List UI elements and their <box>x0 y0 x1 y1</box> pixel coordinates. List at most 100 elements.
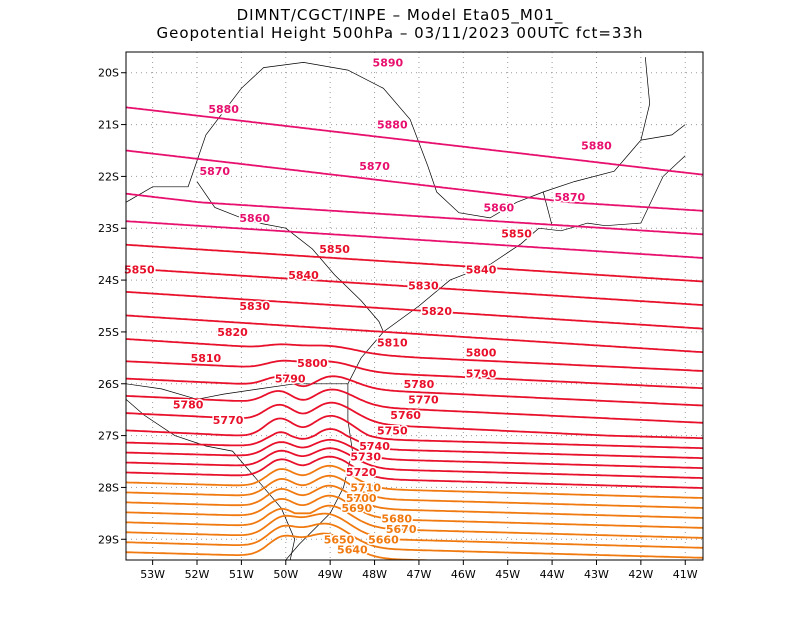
contour-label: 5880 <box>208 103 239 116</box>
y-tick-label: 29S <box>98 533 119 546</box>
x-axis: 53W 52W 51W 50W 49W 48W 47W 46W 45W 44W 43W 42W 41W <box>140 560 698 581</box>
contour-label: 5850 <box>319 243 350 256</box>
contour-label: 5860 <box>484 202 515 215</box>
contour-label: 5770 <box>213 414 244 427</box>
coastline-path <box>196 181 260 224</box>
contour-line-5820 <box>126 314 703 354</box>
contour-line-5720 <box>126 455 703 489</box>
coastline-path <box>542 191 553 226</box>
y-tick-label: 22S <box>98 170 119 183</box>
x-tick-label: 49W <box>318 568 343 581</box>
x-tick-label: 43W <box>584 568 609 581</box>
contour-line-5850 <box>126 243 703 283</box>
contour-label: 5680 <box>381 513 412 526</box>
y-tick-label: 25S <box>98 326 119 339</box>
y-tick-label: 28S <box>98 481 119 494</box>
contour-label: 5750 <box>377 424 408 437</box>
contour-label: 5850 <box>501 227 532 240</box>
contour-label: 5710 <box>350 481 381 494</box>
contour-label: 5870 <box>359 160 390 173</box>
chart-title-line-2: Geopotential Height 500hPa – 03/11/2023 … <box>156 24 644 42</box>
contour-line-5780 <box>126 388 703 424</box>
contour-line-5640 <box>126 532 448 560</box>
contour-label: 5830 <box>408 279 439 292</box>
y-tick-label: 20S <box>98 67 119 80</box>
contour-label: 5800 <box>297 357 328 370</box>
coastline-path <box>259 222 384 333</box>
contour-label: 5640 <box>337 544 368 557</box>
contour-line-5790 <box>126 375 703 407</box>
contour-label: 5870 <box>555 191 586 204</box>
contour-label: 5740 <box>359 440 390 453</box>
x-tick-label: 53W <box>140 568 165 581</box>
contour-line-5860 <box>126 220 703 259</box>
contour-line-5830 <box>126 290 703 330</box>
contour-line-5660 <box>126 512 703 549</box>
contour-label: 5790 <box>466 367 497 380</box>
contour-line-5770 <box>126 401 703 440</box>
contour-label: 5670 <box>386 523 417 536</box>
grid-lines <box>126 52 703 560</box>
contour-line-5670 <box>126 504 703 539</box>
contour-label: 5720 <box>346 466 377 479</box>
contour-label: 5760 <box>390 409 421 422</box>
contour-line-5680 <box>126 494 703 529</box>
contour-label: 5650 <box>324 533 355 546</box>
contour-line-5870 <box>126 192 703 236</box>
contour-line-5890 <box>126 106 703 176</box>
x-tick-label: 47W <box>407 568 432 581</box>
contour-line-5800 <box>126 359 703 390</box>
contour-label: 5880 <box>581 139 612 152</box>
contour-label: 5660 <box>368 533 399 546</box>
x-tick-label: 48W <box>362 568 387 581</box>
contour-label: 5810 <box>191 352 222 365</box>
x-tick-label: 44W <box>540 568 565 581</box>
contour-label: 5780 <box>404 378 435 391</box>
coastline-path <box>126 399 296 560</box>
contour-label: 5690 <box>341 502 372 515</box>
contour-label: 5780 <box>173 398 204 411</box>
contour-label: 5860 <box>239 212 270 225</box>
contour-line-5650 <box>126 522 703 559</box>
contour-label: 5830 <box>239 300 270 313</box>
x-tick-label: 45W <box>495 568 520 581</box>
contour-label: 5730 <box>350 450 381 463</box>
coastline-map <box>126 57 686 560</box>
contour-line-5730 <box>126 447 703 479</box>
contour-label: 5870 <box>199 165 230 178</box>
contour-line-5710 <box>126 464 703 499</box>
coastline-path <box>126 57 651 219</box>
contour-line-5760 <box>126 415 703 450</box>
contour-label: 5880 <box>377 119 408 132</box>
x-tick-label: 42W <box>628 568 653 581</box>
contour-label: 5820 <box>217 326 248 339</box>
y-axis: 20S 21S 22S 23S 24S 25S 26S 27S 28S 29S <box>98 67 126 546</box>
coastline-path <box>640 124 686 141</box>
contour-lines <box>126 106 703 560</box>
contour-label: 5770 <box>408 393 439 406</box>
contour-label: 5810 <box>377 336 408 349</box>
contour-line-5690 <box>126 484 703 519</box>
x-tick-label: 52W <box>185 568 210 581</box>
contour-line-5880 <box>126 149 703 212</box>
contour-label: 5840 <box>466 264 497 277</box>
contour-label: 5700 <box>346 492 377 505</box>
y-tick-label: 23S <box>98 222 119 235</box>
y-tick-label: 24S <box>98 274 119 287</box>
contour-label: 5800 <box>466 347 497 360</box>
y-tick-label: 27S <box>98 430 119 443</box>
x-tick-label: 50W <box>273 568 298 581</box>
contour-line-5700 <box>126 474 703 509</box>
contour-labels: 5890 5880 5880 5880 5870 5870 5870 5860 5860 5850… <box>123 55 614 558</box>
contour-label: 5850 <box>124 264 155 277</box>
contour-line-5750 <box>126 428 703 460</box>
contour-label: 5790 <box>275 373 306 386</box>
contour-label: 5840 <box>288 269 319 282</box>
plot-frame <box>125 51 704 561</box>
contour-line-5740 <box>126 438 703 469</box>
y-tick-label: 21S <box>98 119 119 132</box>
contour-label: 5820 <box>421 305 452 318</box>
chart-title-line-1: DIMNT/CGCT/INPE – Model Eta05_M01_ <box>236 6 564 24</box>
